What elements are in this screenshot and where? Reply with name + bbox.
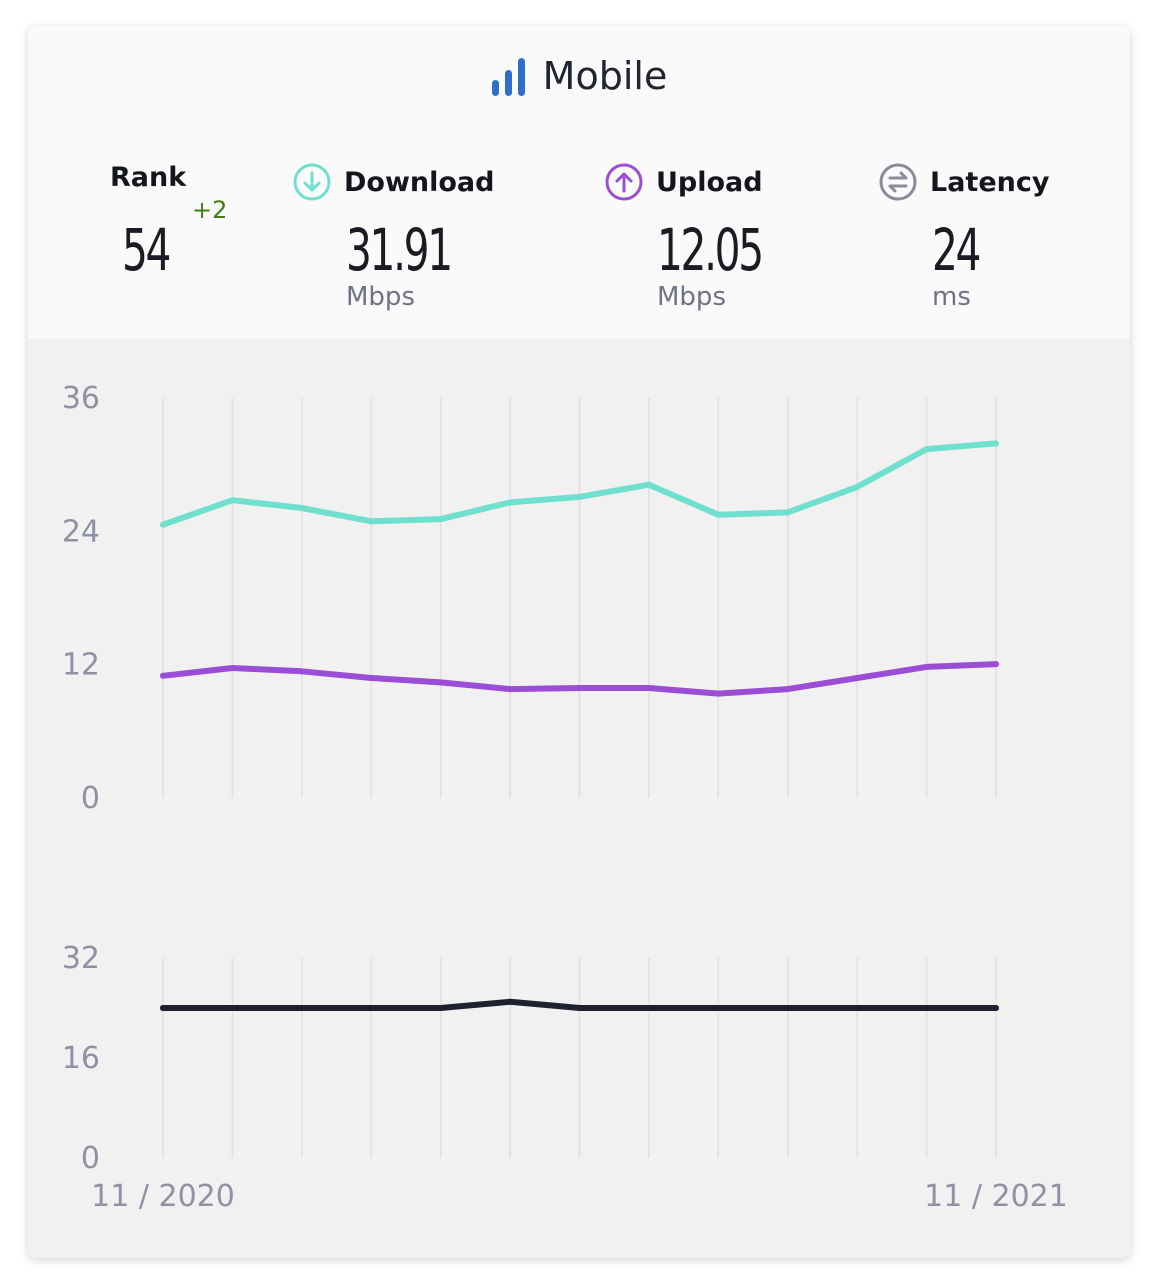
download-value: 31.91 bbox=[346, 216, 453, 284]
arrow-down-circle-icon bbox=[293, 163, 331, 201]
speed-upload-point bbox=[298, 668, 305, 675]
speed-download-point bbox=[229, 497, 236, 504]
speed-download-point bbox=[715, 511, 722, 518]
speed-download-point bbox=[993, 440, 999, 447]
speed-download-point bbox=[645, 481, 652, 488]
speed-download-point bbox=[854, 483, 861, 490]
latency-latency-point bbox=[507, 998, 514, 1005]
latency-value: 24 bbox=[932, 216, 981, 284]
latency-label-text: Latency bbox=[930, 166, 1050, 198]
card-title: Mobile bbox=[28, 54, 1130, 98]
speed-upload-point bbox=[854, 675, 861, 681]
rank-delta-badge: +2 bbox=[192, 196, 228, 224]
speed-upload-point bbox=[784, 686, 791, 693]
latency-unit: ms bbox=[932, 282, 971, 312]
exchange-arrows-icon bbox=[879, 163, 917, 201]
latency-latency-point bbox=[715, 1005, 722, 1011]
speed-download-point bbox=[160, 521, 166, 528]
speed-download-point bbox=[507, 499, 514, 506]
latency-xtick-label: 11 / 2020 bbox=[91, 1179, 235, 1214]
speed-upload-point bbox=[715, 690, 722, 697]
latency-latency-point bbox=[854, 1005, 861, 1011]
speed-ytick-label: 36 bbox=[62, 381, 100, 416]
latency-ytick-label: 16 bbox=[62, 1041, 100, 1076]
speed-upload-point bbox=[229, 665, 236, 671]
card-header: Mobile Rank 54 +2 Download 31.91 Mbps Up… bbox=[28, 26, 1130, 338]
rank-label: Rank bbox=[110, 162, 186, 193]
latency-chart: 0 16 32 11 / 2020 11 / 2021 bbox=[62, 941, 1068, 1214]
latency-latency-point bbox=[437, 1005, 444, 1011]
speed-download-point bbox=[784, 509, 791, 516]
speed-download-point bbox=[576, 493, 583, 500]
latency-latency-point bbox=[298, 1005, 305, 1011]
speed-upload-point bbox=[160, 672, 166, 679]
charts-area: 0 12 24 36 0 16 32 11 / 2020 11 / 2021 bbox=[62, 381, 1068, 1214]
latency-latency-point bbox=[229, 1005, 236, 1011]
latency-latency-point bbox=[923, 1005, 930, 1011]
latency-ytick-label: 32 bbox=[62, 941, 100, 976]
rank-value: 54 bbox=[122, 216, 171, 284]
download-unit: Mbps bbox=[346, 282, 415, 312]
speed-download-point bbox=[923, 446, 930, 453]
speed-download-point bbox=[437, 516, 444, 523]
mobile-card: Mobile Rank 54 +2 Download 31.91 Mbps Up… bbox=[28, 26, 1130, 1258]
speed-ytick-label: 24 bbox=[62, 514, 100, 549]
latency-latency-point bbox=[160, 1005, 166, 1011]
speed-ytick-label: 0 bbox=[81, 781, 100, 816]
speed-download-point bbox=[298, 505, 305, 511]
speed-upload-point bbox=[993, 661, 999, 668]
speed-upload-point bbox=[923, 663, 930, 670]
speed-upload-point bbox=[507, 686, 514, 693]
download-label: Download bbox=[292, 162, 494, 202]
upload-label: Upload bbox=[604, 162, 763, 202]
speed-upload-point bbox=[437, 679, 444, 686]
latency-latency-point bbox=[993, 1005, 999, 1011]
rank-label-text: Rank bbox=[110, 162, 187, 193]
title-text: Mobile bbox=[542, 54, 668, 98]
speed-chart: 0 12 24 36 bbox=[62, 381, 999, 816]
latency-latency-point bbox=[645, 1005, 652, 1011]
latency-latency-point bbox=[368, 1005, 375, 1011]
speed-download-point bbox=[368, 518, 375, 525]
signal-bars-icon bbox=[491, 58, 525, 96]
speed-upload-point bbox=[368, 675, 375, 681]
speed-upload-point bbox=[645, 685, 652, 691]
speed-ytick-label: 12 bbox=[62, 648, 100, 683]
speed-upload-point bbox=[576, 685, 583, 691]
latency-latency-point bbox=[784, 1005, 791, 1011]
latency-ytick-label: 0 bbox=[81, 1141, 100, 1176]
upload-unit: Mbps bbox=[657, 282, 726, 312]
latency-label: Latency bbox=[878, 162, 1049, 202]
upload-label-text: Upload bbox=[656, 166, 763, 198]
download-label-text: Download bbox=[344, 166, 495, 198]
latency-xtick-label: 11 / 2021 bbox=[924, 1179, 1068, 1214]
upload-value: 12.05 bbox=[657, 216, 764, 284]
arrow-up-circle-icon bbox=[605, 163, 643, 201]
latency-latency-point bbox=[576, 1005, 583, 1011]
